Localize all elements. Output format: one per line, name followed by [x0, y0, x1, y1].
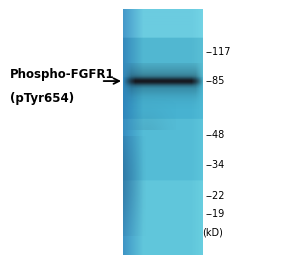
Text: (pTyr654): (pTyr654) [10, 92, 74, 105]
Text: --117: --117 [205, 47, 231, 57]
Text: --85: --85 [205, 76, 225, 86]
Text: --34: --34 [205, 160, 225, 170]
Text: --22: --22 [205, 191, 225, 201]
Text: --19: --19 [205, 209, 225, 219]
Text: --48: --48 [205, 130, 225, 140]
Text: (kD): (kD) [203, 228, 223, 238]
Text: Phospho-FGFR1: Phospho-FGFR1 [10, 68, 114, 81]
